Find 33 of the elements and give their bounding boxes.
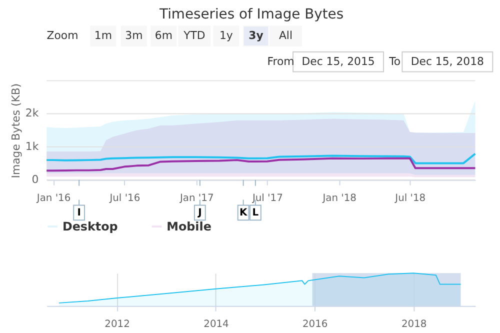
- ref-line-label: L: [252, 208, 260, 219]
- text: From: [267, 54, 294, 68]
- x-tick-label: 2012: [104, 319, 130, 330]
- ref-line-label: J: [197, 208, 202, 219]
- x-tick-label: Jan '17: [179, 193, 214, 204]
- text: Dec 15, 2018: [410, 54, 484, 68]
- y-axis-title: Image Bytes (KB): [9, 83, 22, 178]
- text: Zoom: [46, 29, 78, 42]
- x-tick-label: 2016: [302, 319, 328, 330]
- x-tick-label: Jul '16: [108, 193, 140, 204]
- legend-label: Mobile: [166, 219, 212, 234]
- x-tick-label: Jul '18: [394, 193, 426, 204]
- x-tick-label: 2014: [204, 319, 229, 330]
- x-tick-label: Jul '17: [251, 193, 283, 204]
- legend-label: Desktop: [62, 219, 118, 234]
- text: 3m: [125, 29, 143, 42]
- text: 6m: [154, 29, 172, 42]
- y-tick-label: 2k: [25, 106, 40, 120]
- y-tick-label: 0: [32, 172, 39, 186]
- text: All: [278, 29, 292, 42]
- ref-line-label: I: [77, 208, 81, 219]
- text: 1y: [219, 29, 234, 42]
- ref-line-label: K: [239, 208, 248, 219]
- text: YTD: [182, 29, 206, 42]
- text: 3y: [248, 29, 264, 42]
- text: 1m: [94, 29, 112, 42]
- chart-title: Timeseries of Image Bytes: [158, 6, 344, 23]
- x-tick-label: Jan '18: [322, 193, 356, 204]
- text: To: [388, 54, 401, 68]
- text: Dec 15, 2015: [302, 54, 375, 68]
- x-tick-label: Jan '16: [36, 193, 71, 204]
- y-tick-label: 1k: [25, 140, 40, 153]
- x-tick-label: 2018: [401, 319, 427, 330]
